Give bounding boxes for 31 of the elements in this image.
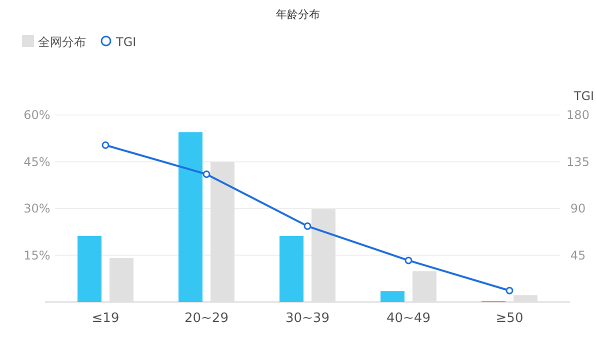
y-tick-label: 30%	[24, 202, 50, 216]
bar	[280, 236, 304, 302]
bar	[78, 236, 102, 302]
legend-label: 全网分布	[38, 35, 86, 49]
y2-tick-label: 180	[566, 108, 590, 122]
x-tick-label: ≤19	[92, 311, 120, 326]
y2-axis-title: TGI	[572, 89, 594, 103]
chart-title: 年龄分布	[276, 8, 320, 21]
point	[506, 286, 514, 294]
x-tick-label: 40~49	[386, 311, 430, 326]
bar	[210, 162, 234, 302]
x-tick-label: 20~29	[184, 311, 228, 326]
x-tick-label: 30~39	[286, 311, 330, 326]
bar	[412, 271, 436, 302]
legend-label: TGI	[115, 35, 136, 49]
bar	[312, 209, 336, 302]
bar	[178, 132, 202, 302]
y-tick-label: 45%	[24, 154, 50, 169]
y2-tick-label: 90	[570, 202, 586, 216]
point	[202, 170, 210, 178]
y-tick-label: 60%	[24, 108, 50, 122]
bar	[514, 295, 538, 302]
point	[102, 141, 110, 149]
x-tick-label: ≥50	[496, 311, 524, 326]
y2-tick-label: 45	[570, 248, 586, 262]
y-tick-label: 15%	[24, 248, 50, 262]
y2-tick-label: 135	[566, 154, 590, 169]
bar	[380, 291, 404, 302]
bar	[110, 258, 134, 302]
point	[304, 222, 312, 230]
point	[404, 256, 412, 264]
